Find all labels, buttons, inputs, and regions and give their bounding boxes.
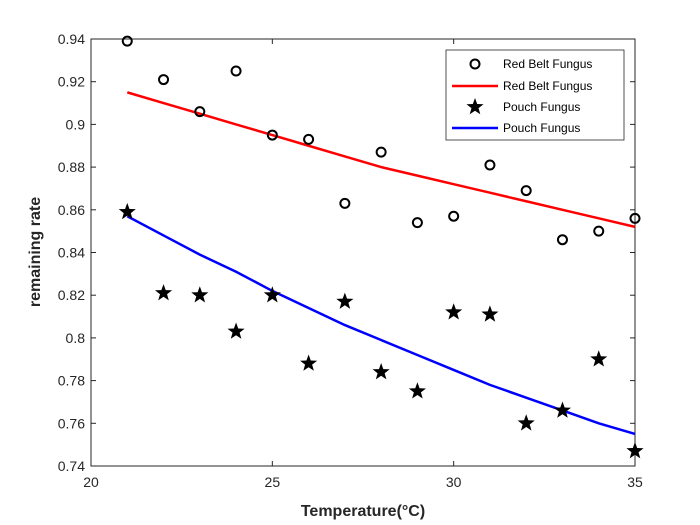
y-tick-label: 0.9 bbox=[66, 116, 86, 132]
pouch-point bbox=[300, 354, 318, 371]
y-tick-label: 0.92 bbox=[58, 74, 85, 90]
fit-line-red-belt-fungus bbox=[126, 91, 636, 229]
red-belt-point bbox=[230, 65, 242, 77]
y-axis-label: remaining rate bbox=[27, 197, 44, 307]
y-tick-label: 0.88 bbox=[58, 159, 85, 175]
y-tick-label: 0.84 bbox=[58, 245, 85, 261]
fit-lines bbox=[126, 91, 636, 436]
legend-star-marker bbox=[466, 98, 484, 115]
y-tick-label: 0.76 bbox=[58, 415, 85, 431]
y-tick-label: 0.86 bbox=[58, 202, 85, 218]
pouch-point bbox=[517, 414, 535, 431]
x-tick-label: 20 bbox=[83, 474, 99, 490]
y-tick-label: 0.8 bbox=[66, 330, 86, 346]
pouch-point bbox=[372, 363, 390, 380]
red-belt-point bbox=[266, 129, 278, 141]
legend-circle-marker bbox=[469, 58, 481, 70]
pouch-point bbox=[408, 382, 426, 399]
legend-box bbox=[445, 49, 625, 141]
y-tick-label: 0.74 bbox=[58, 458, 85, 474]
red-belt-point bbox=[121, 35, 133, 47]
x-tick-label: 30 bbox=[446, 474, 462, 490]
red-belt-point bbox=[520, 185, 532, 197]
legend-label: Red Belt Fungus bbox=[503, 79, 592, 93]
pouch-point bbox=[336, 292, 354, 309]
pouch-point bbox=[626, 442, 644, 459]
pouch-point bbox=[553, 401, 572, 418]
fit-line-pouch-fungus bbox=[126, 215, 636, 436]
red-belt-point bbox=[593, 225, 605, 237]
pouch-point bbox=[263, 286, 281, 303]
red-belt-point bbox=[339, 197, 351, 209]
legend-label: Pouch Fungus bbox=[503, 121, 580, 135]
pouch-point bbox=[154, 284, 173, 301]
y-tick-label: 0.94 bbox=[58, 31, 85, 47]
pouch-point bbox=[445, 303, 463, 320]
x-axis-label: Temperature(°C) bbox=[301, 503, 425, 520]
red-belt-point bbox=[303, 133, 315, 145]
pouch-point bbox=[118, 202, 136, 220]
red-belt-point bbox=[556, 234, 568, 246]
red-belt-point bbox=[375, 146, 387, 158]
legend-label: Red Belt Fungus bbox=[503, 57, 592, 71]
red-belt-point bbox=[411, 217, 423, 229]
red-belt-point bbox=[158, 74, 170, 86]
legend: Red Belt Fungus Red Belt Fungus Pouch Fung… bbox=[445, 49, 625, 141]
pouch-point bbox=[590, 350, 608, 367]
pouch-point bbox=[227, 322, 245, 339]
x-tick-label: 35 bbox=[627, 474, 643, 490]
legend-label: Pouch Fungus bbox=[503, 100, 580, 114]
data-markers bbox=[118, 35, 644, 459]
red-belt-point bbox=[484, 159, 496, 171]
pouch-point bbox=[481, 305, 499, 322]
x-tick-label: 25 bbox=[265, 474, 281, 490]
y-tick-label: 0.78 bbox=[58, 373, 85, 389]
pouch-point bbox=[191, 286, 209, 303]
axis-ticks: 20 25 30 35 0.74 0.76 0.78 0.8 0.82 0.84 0.86 0.88 0… bbox=[58, 31, 643, 490]
y-tick-label: 0.82 bbox=[58, 287, 85, 303]
red-belt-point bbox=[194, 106, 206, 118]
red-belt-point bbox=[629, 212, 641, 224]
red-belt-point bbox=[448, 210, 460, 222]
